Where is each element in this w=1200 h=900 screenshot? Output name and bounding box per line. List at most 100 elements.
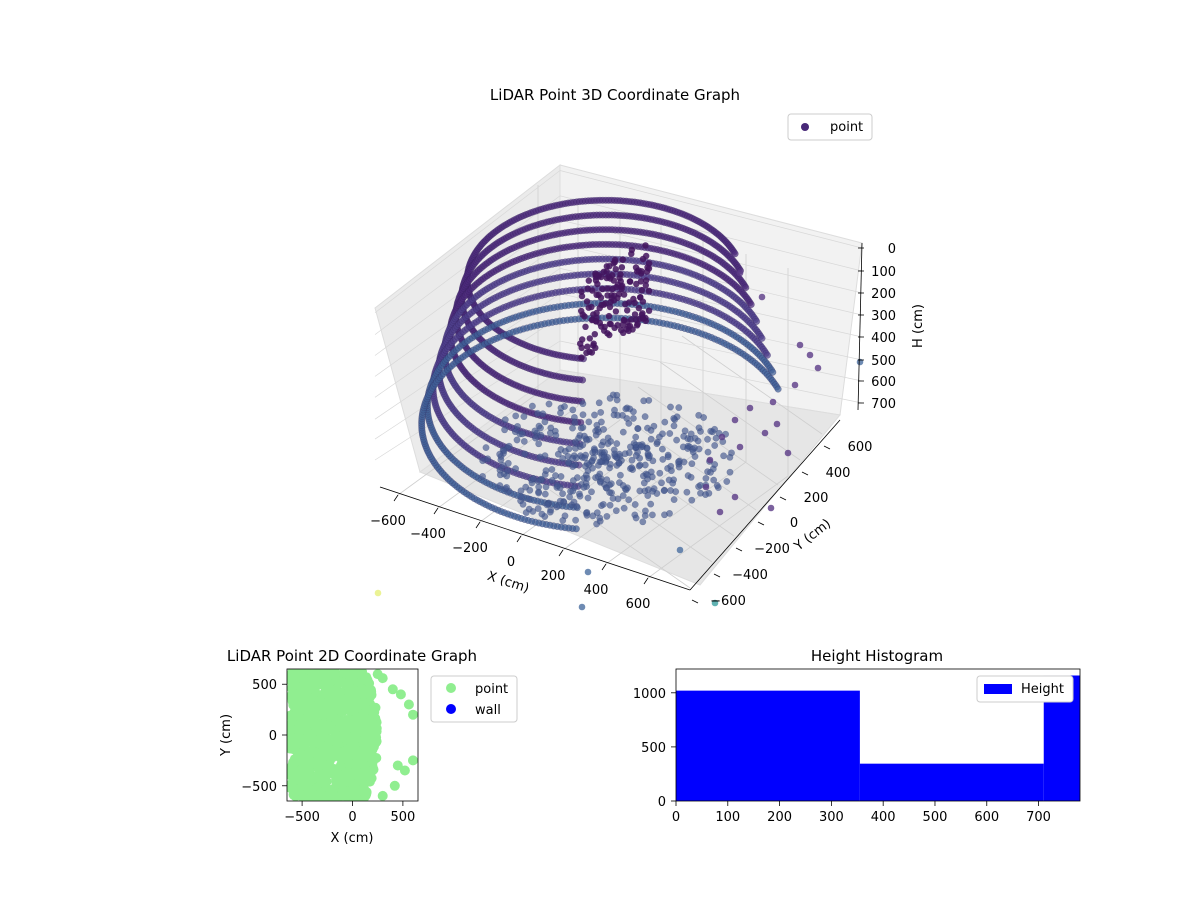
point-3d [628, 246, 636, 254]
y-axis-line [689, 419, 841, 591]
point-3d [580, 483, 588, 491]
point-3d [670, 422, 678, 430]
grid-line [559, 170, 863, 249]
point-3d [653, 438, 661, 446]
x-tick-mark [516, 535, 522, 543]
point-3d [569, 454, 577, 462]
point-3d [673, 436, 681, 444]
point-3d [583, 349, 590, 357]
point-3d [711, 442, 719, 449]
point-3d [619, 428, 627, 436]
point-3d [612, 507, 620, 515]
point-3d [713, 482, 721, 489]
point-2d [340, 729, 351, 740]
y-tick-label-2d: −500 [241, 780, 277, 795]
point-3d [622, 405, 630, 413]
point-3d [584, 568, 592, 576]
point-3d [597, 418, 605, 426]
point-3d [611, 406, 618, 414]
point-2d [403, 699, 414, 710]
point-3d [548, 476, 556, 484]
point-3d [612, 266, 619, 273]
point-3d [619, 321, 626, 328]
point-2d [361, 704, 372, 715]
point-3d [712, 434, 720, 442]
point-3d [688, 496, 696, 504]
point-3d [680, 458, 688, 466]
point-3d [571, 419, 579, 427]
point-2d [322, 740, 333, 751]
point-3d [736, 269, 744, 277]
point-2d [312, 725, 323, 736]
point-3d [548, 466, 556, 473]
point-3d [628, 456, 636, 464]
point-3d [535, 440, 543, 448]
point-3d [525, 495, 533, 503]
y-tick-label: 400 [826, 466, 851, 481]
point-3d [479, 472, 487, 480]
point-2d [408, 709, 418, 720]
histogram-bar [676, 690, 860, 801]
point-3d [561, 403, 568, 410]
grid-line [647, 475, 789, 579]
point-3d [647, 435, 655, 443]
point-3d [618, 264, 626, 271]
z-tick-label: 500 [871, 354, 896, 369]
legend-marker-point-2d [446, 683, 456, 693]
point-3d [656, 469, 664, 477]
point-3d [634, 425, 642, 433]
point-3d [521, 450, 529, 458]
point-2d [343, 786, 354, 797]
point-3d [530, 475, 537, 482]
point-3d [532, 434, 539, 442]
scatter-2d-chart: LiDAR Point 2D Coordinate Graph −500 0 500… [219, 647, 518, 846]
points-2d [287, 669, 418, 801]
chart-title-2d: LiDAR Point 2D Coordinate Graph [227, 647, 477, 665]
point-3d [569, 424, 576, 432]
point-2d [366, 733, 377, 744]
x-axis-label-3d: X (cm) [485, 569, 531, 597]
point-3d [638, 286, 645, 294]
point-3d [528, 402, 536, 410]
point-3d [603, 512, 611, 520]
point-3d [546, 508, 554, 516]
y-tick-mark [823, 445, 831, 450]
point-3d [570, 498, 578, 506]
point-3d [591, 411, 598, 419]
point-3d [633, 322, 641, 329]
point-3d [758, 334, 766, 342]
point-3d [637, 443, 645, 451]
point-3d [742, 284, 750, 292]
point-3d [664, 453, 672, 461]
point-3d [631, 501, 639, 508]
point-3d [581, 454, 589, 462]
point-3d [374, 589, 382, 597]
point-3d [711, 461, 719, 468]
y-tick-mark [801, 471, 809, 476]
point-3d [672, 488, 680, 496]
ticks-hist: 0 100 200 300 400 500 600 700 0 500 1000 [633, 687, 1051, 825]
grid-line [374, 170, 561, 314]
y-tick-label: 0 [790, 516, 798, 531]
point-2d [357, 684, 368, 695]
point-3d [616, 471, 624, 479]
point-3d [611, 324, 618, 331]
point-3d [535, 483, 543, 491]
x-tick-mark [475, 521, 481, 529]
y-tick-label: 200 [804, 491, 829, 506]
point-2d [349, 740, 359, 751]
point-3d [584, 494, 592, 502]
point-2d [301, 771, 312, 782]
point-3d [632, 514, 640, 522]
point-3d [597, 408, 605, 416]
point-3d [556, 497, 564, 505]
point-3d [505, 442, 513, 450]
point-3d [553, 482, 561, 489]
point-3d [629, 414, 637, 422]
point-3d [604, 330, 611, 337]
point-2d [300, 699, 311, 710]
point-3d [726, 453, 734, 461]
point-3d [501, 416, 509, 424]
z-axis-label-3d: H (cm) [911, 304, 926, 348]
point-3d [661, 418, 669, 426]
